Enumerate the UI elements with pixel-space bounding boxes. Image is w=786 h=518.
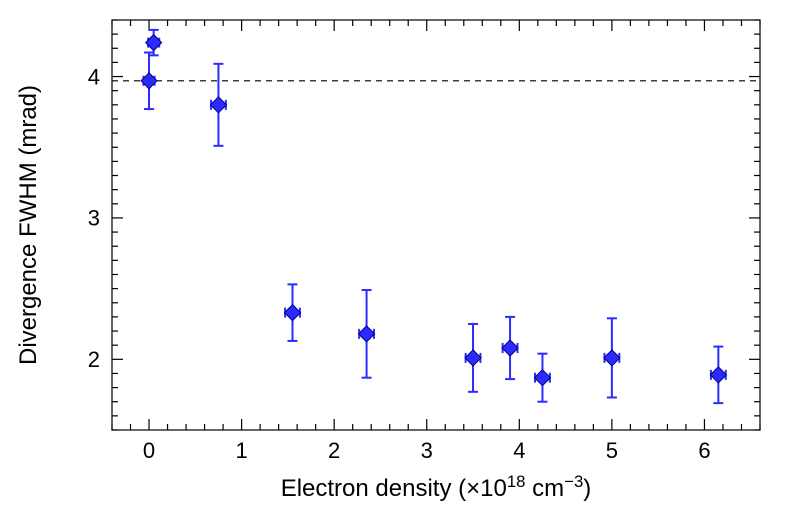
y-tick-label: 2	[88, 347, 100, 372]
x-tick-label: 6	[698, 438, 710, 463]
chart-background	[0, 0, 786, 518]
chart-container: 0 1 2 3 4 5 6 2 3 4 Divergence FWHM (mrad) Electron…	[0, 0, 786, 518]
y-axis-label: Divergence FWHM (mrad)	[15, 85, 42, 365]
scatter-chart: 0 1 2 3 4 5 6 2 3 4 Divergence FWHM (mrad) Electron…	[0, 0, 786, 518]
x-tick-label: 1	[235, 438, 247, 463]
x-tick-label: 0	[143, 438, 155, 463]
y-tick-label: 4	[88, 64, 100, 89]
x-tick-label: 3	[421, 438, 433, 463]
x-axis-label: Electron density (×1018 cm−3)	[281, 472, 592, 503]
x-tick-label: 4	[513, 438, 525, 463]
x-tick-label: 5	[606, 438, 618, 463]
y-tick-label: 3	[88, 206, 100, 231]
x-tick-label: 2	[328, 438, 340, 463]
